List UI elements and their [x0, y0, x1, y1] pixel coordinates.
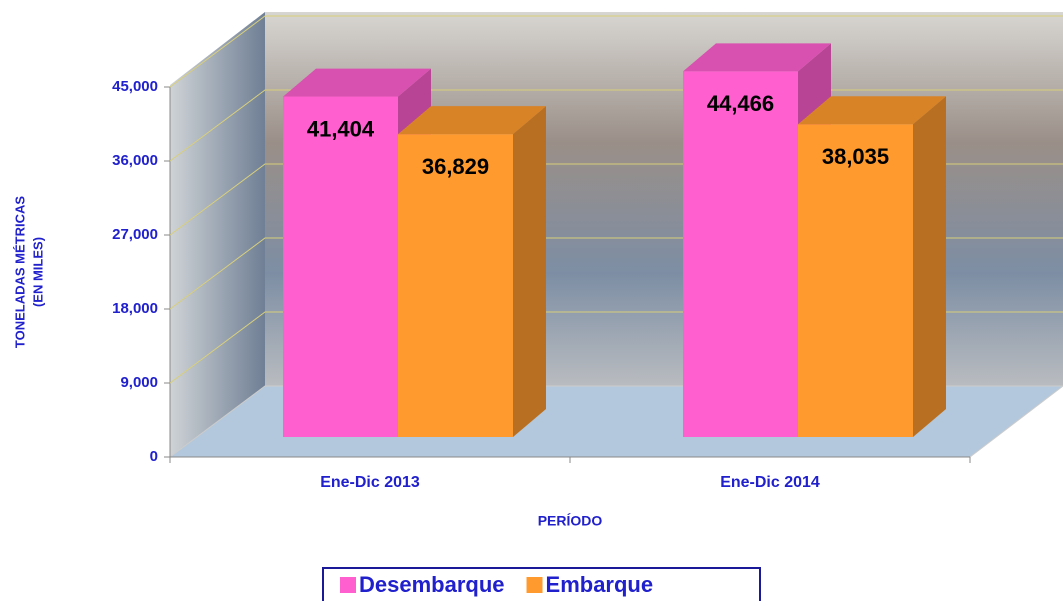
- legend-swatch: [340, 577, 356, 593]
- y-axis-title: TONELADAS MÉTRICAS (EN MILES): [12, 196, 45, 348]
- data-label: 36,829: [422, 154, 489, 179]
- y-tick-label: 18,000: [112, 300, 158, 317]
- bar-side: [913, 96, 946, 437]
- legend-swatch: [527, 577, 543, 593]
- y-tick-label: 0: [150, 448, 158, 465]
- page: PERÍODO TONELADAS MÉTRICAS (EN MILES) 0 9…: [0, 0, 1063, 601]
- x-tick-label: Ene-Dic 2013: [320, 474, 420, 491]
- x-tick-label: Ene-Dic 2014: [720, 474, 820, 491]
- bar: [283, 97, 398, 437]
- y-tick-label: 9,000: [120, 374, 158, 391]
- bar: [398, 134, 513, 437]
- x-axis-title: PERÍODO: [538, 513, 603, 529]
- legend-label: Desembarque: [359, 572, 505, 597]
- bar: [683, 71, 798, 437]
- y-tick-label: 45,000: [112, 78, 158, 95]
- y-tick-label: 27,000: [112, 226, 158, 243]
- side-wall: [170, 12, 265, 457]
- data-label: 38,035: [822, 144, 889, 169]
- bar-side: [513, 106, 546, 437]
- chart: PERÍODO TONELADAS MÉTRICAS (EN MILES) 0 9…: [0, 0, 1063, 601]
- legend-label: Embarque: [546, 572, 654, 597]
- y-axis-title-line: TONELADAS MÉTRICAS: [12, 196, 27, 348]
- bar: [798, 124, 913, 437]
- data-label: 41,404: [307, 116, 375, 141]
- y-axis-title-line: (EN MILES): [30, 237, 45, 307]
- y-tick-label: 36,000: [112, 152, 158, 169]
- data-label: 44,466: [707, 91, 774, 116]
